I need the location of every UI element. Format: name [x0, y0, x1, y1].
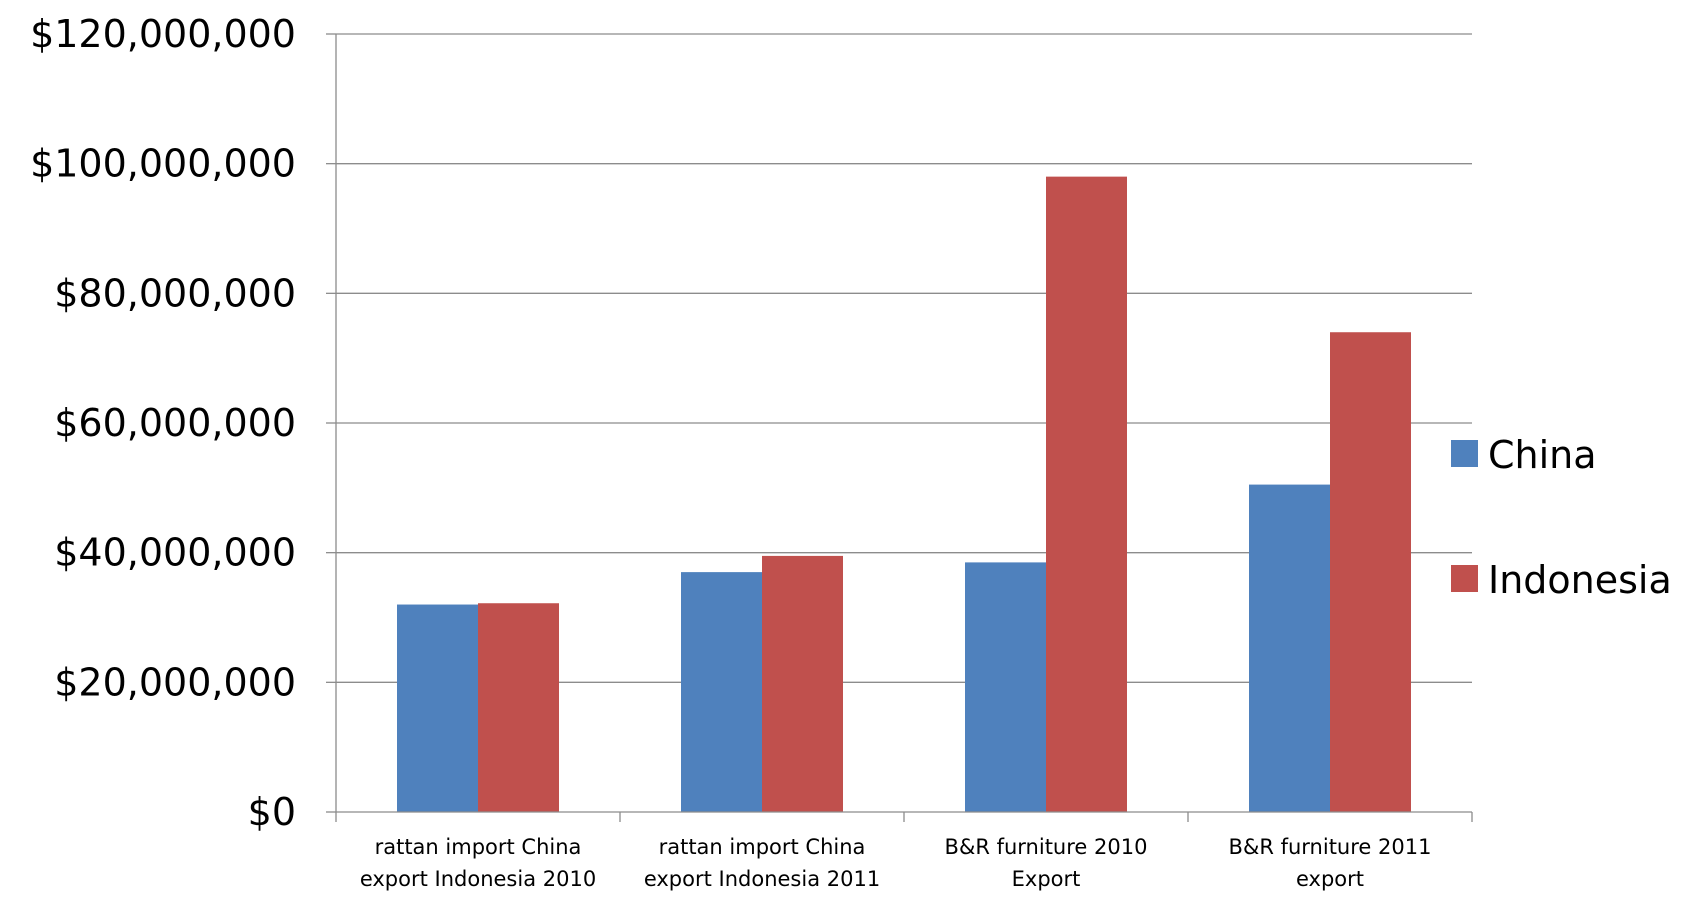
y-axis-ticks: $0 $20,000,000 $40,000,000 $60,000,000 $80,0…: [30, 12, 296, 834]
x-tick-label: export: [1296, 867, 1364, 891]
x-tick-label: rattan import China: [659, 835, 866, 859]
legend: China Indonesia: [1451, 433, 1672, 602]
x-tick-label: Export: [1012, 867, 1081, 891]
x-tick-label: B&R furniture 2010: [945, 835, 1148, 859]
bar-indonesia-1: [478, 603, 559, 812]
legend-swatch-indonesia: [1451, 565, 1478, 592]
y-tick-label: $20,000,000: [54, 660, 296, 704]
bar-china-1: [397, 604, 478, 812]
x-tick-label: export Indonesia 2011: [644, 867, 880, 891]
bar-china-4: [1249, 484, 1330, 812]
y-tick-label: $120,000,000: [30, 12, 296, 56]
y-tick-label: $60,000,000: [54, 401, 296, 445]
x-axis-ticks: rattan import China export Indonesia 2010…: [360, 835, 1432, 891]
bar-indonesia-4: [1330, 332, 1411, 812]
x-tick-label: export Indonesia 2010: [360, 867, 596, 891]
x-tick-label: rattan import China: [375, 835, 582, 859]
bar-china-2: [681, 572, 762, 812]
legend-label-indonesia: Indonesia: [1488, 558, 1672, 602]
axes: [326, 33, 1473, 822]
bar-indonesia-3: [1046, 176, 1127, 813]
y-tick-label: $0: [248, 790, 296, 834]
x-tick-label: B&R furniture 2011: [1229, 835, 1432, 859]
bar-china-3: [965, 562, 1046, 812]
y-tick-label: $100,000,000: [30, 142, 296, 186]
y-tick-label: $80,000,000: [54, 271, 296, 315]
y-tick-label: $40,000,000: [54, 531, 296, 575]
bars: [397, 176, 1411, 813]
legend-swatch-china: [1451, 440, 1478, 467]
legend-label-china: China: [1488, 433, 1597, 477]
bar-indonesia-2: [762, 555, 843, 812]
